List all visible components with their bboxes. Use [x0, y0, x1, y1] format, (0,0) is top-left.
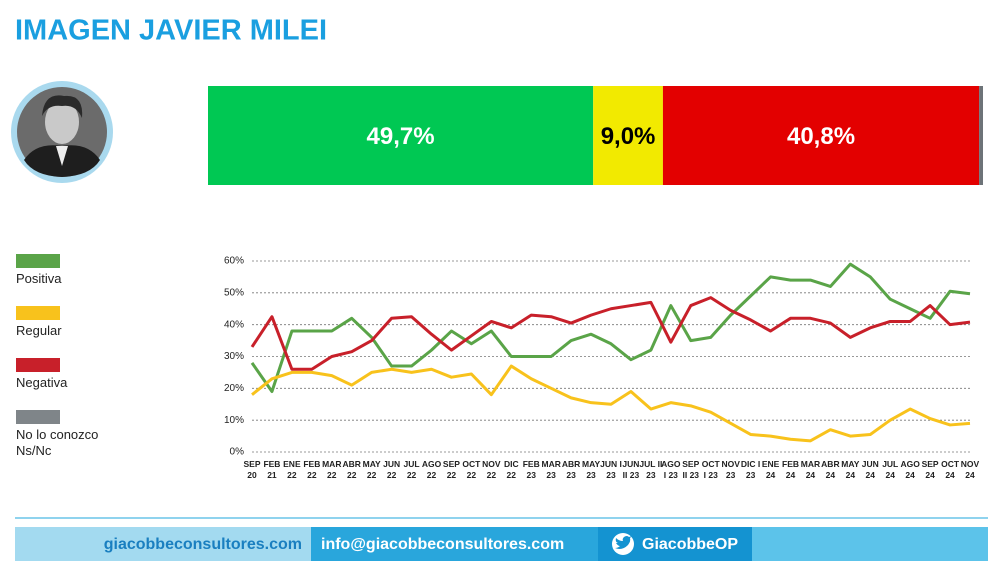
y-tick-label: 0% [230, 447, 245, 458]
x-tick-label: SEP 20 [243, 459, 260, 480]
x-tick-label: OCT 22 [462, 459, 481, 480]
x-tick-label: FEB 23 [523, 459, 540, 480]
y-tick-label: 20% [224, 383, 244, 394]
x-tick-label: MAR 24 [801, 459, 820, 480]
twitter-bird [615, 536, 632, 549]
legend-label: Regular [16, 323, 62, 338]
footer-email: info@giacobbeconsultores.com [321, 536, 564, 553]
legend-swatch [16, 306, 60, 320]
x-tick-label: JUL II 23 [639, 459, 662, 480]
y-tick-label: 50% [224, 287, 244, 298]
x-tick-label: MAY 24 [841, 459, 859, 480]
x-tick-label: JUN I 23 [600, 459, 622, 480]
x-tick-label: AGO I 23 [661, 459, 681, 480]
x-tick-label: FEB 22 [303, 459, 320, 480]
x-tick-label: FEB 24 [782, 459, 799, 480]
x-tick-label: ABR 22 [343, 459, 361, 480]
footer-mail-bg [311, 527, 598, 561]
page-title: IMAGEN JAVIER MILEI [15, 15, 327, 47]
x-tick-label: FEB 21 [263, 459, 280, 480]
x-tick-label: SEP 24 [922, 459, 939, 480]
x-tick-label: JUN 24 [862, 459, 879, 480]
bar-segment [593, 86, 663, 185]
x-tick-label: SEP II 23 [682, 459, 699, 480]
y-tick-label: 40% [224, 319, 244, 330]
value-label: 40,8% [787, 123, 855, 150]
x-tick-label: OCT I 23 [702, 459, 721, 480]
x-tick-label: DIC I 23 [741, 459, 760, 480]
value-label: 9,0% [601, 123, 656, 150]
series-line [250, 262, 971, 394]
y-tick-label: 60% [224, 256, 244, 267]
value-label: 49,7% [367, 123, 435, 150]
x-tick-label: ABR 23 [562, 459, 580, 480]
x-tick-label: MAY 22 [363, 459, 381, 480]
x-tick-label: ENE 24 [762, 459, 780, 480]
x-tick-label: SEP 22 [443, 459, 460, 480]
x-tick-label: JUN II 23 [622, 459, 639, 480]
y-tick-label: 30% [224, 351, 244, 362]
legend-label: Negativa [16, 375, 68, 390]
bar-segment [208, 86, 594, 185]
x-tick-label: ENE 22 [283, 459, 301, 480]
x-tick-label: NOV 22 [482, 459, 501, 480]
footer-twitter: GiacobbeOP [642, 536, 738, 553]
legend-swatch [16, 254, 60, 268]
legend-swatch [16, 358, 60, 372]
footer-website: giacobbeconsultores.com [104, 536, 302, 553]
x-tick-label: OCT 24 [941, 459, 960, 480]
bar-segment [979, 86, 983, 185]
series-line [250, 296, 971, 371]
x-tick-label: DIC 22 [504, 459, 519, 480]
legend-label: No lo conozco Ns/Nc [16, 427, 98, 458]
x-tick-label: MAY 23 [582, 459, 600, 480]
avatar [11, 81, 113, 183]
x-tick-label: JUN 22 [383, 459, 400, 480]
x-tick-label: NOV 24 [961, 459, 980, 480]
legend-swatch [16, 410, 60, 424]
x-tick-label: JUL 22 [404, 459, 420, 480]
x-tick-label: NOV 23 [721, 459, 740, 480]
series-line [251, 364, 971, 443]
x-tick-label: AGO 22 [422, 459, 442, 480]
legend-label: Positiva [16, 271, 62, 286]
x-tick-label: MAR 22 [322, 459, 341, 480]
x-tick-label: JUL 24 [882, 459, 898, 480]
y-tick-label: 10% [224, 415, 244, 426]
x-tick-label: ABR 24 [821, 459, 839, 480]
bar-segment [662, 86, 980, 185]
footer-web-bg [15, 527, 311, 561]
x-tick-label: MAR 23 [541, 459, 560, 480]
x-tick-label: AGO 24 [900, 459, 920, 480]
